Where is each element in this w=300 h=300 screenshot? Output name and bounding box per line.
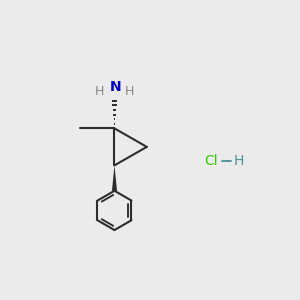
Text: N: N <box>110 80 122 94</box>
Text: H: H <box>124 85 134 98</box>
Text: H: H <box>233 154 244 168</box>
Text: Cl: Cl <box>205 154 218 168</box>
Text: H: H <box>95 85 104 98</box>
Polygon shape <box>112 165 117 191</box>
